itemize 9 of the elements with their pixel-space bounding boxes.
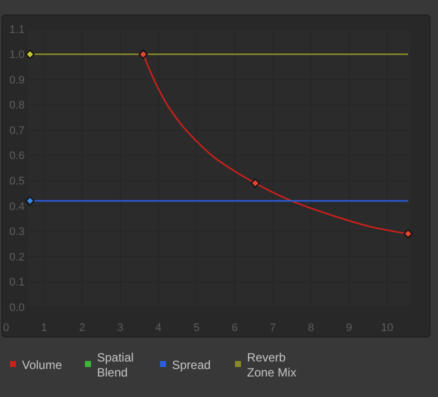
point bbox=[138, 50, 148, 59]
point bbox=[250, 178, 260, 188]
legend-label: Spread bbox=[172, 358, 211, 372]
point bbox=[403, 229, 413, 238]
point bbox=[25, 196, 35, 206]
legend-label: Reverb Zone Mix bbox=[247, 350, 296, 380]
point bbox=[25, 50, 35, 59]
legend-label: Volume bbox=[22, 358, 62, 372]
legend-label: Spatial Blend bbox=[97, 350, 134, 380]
